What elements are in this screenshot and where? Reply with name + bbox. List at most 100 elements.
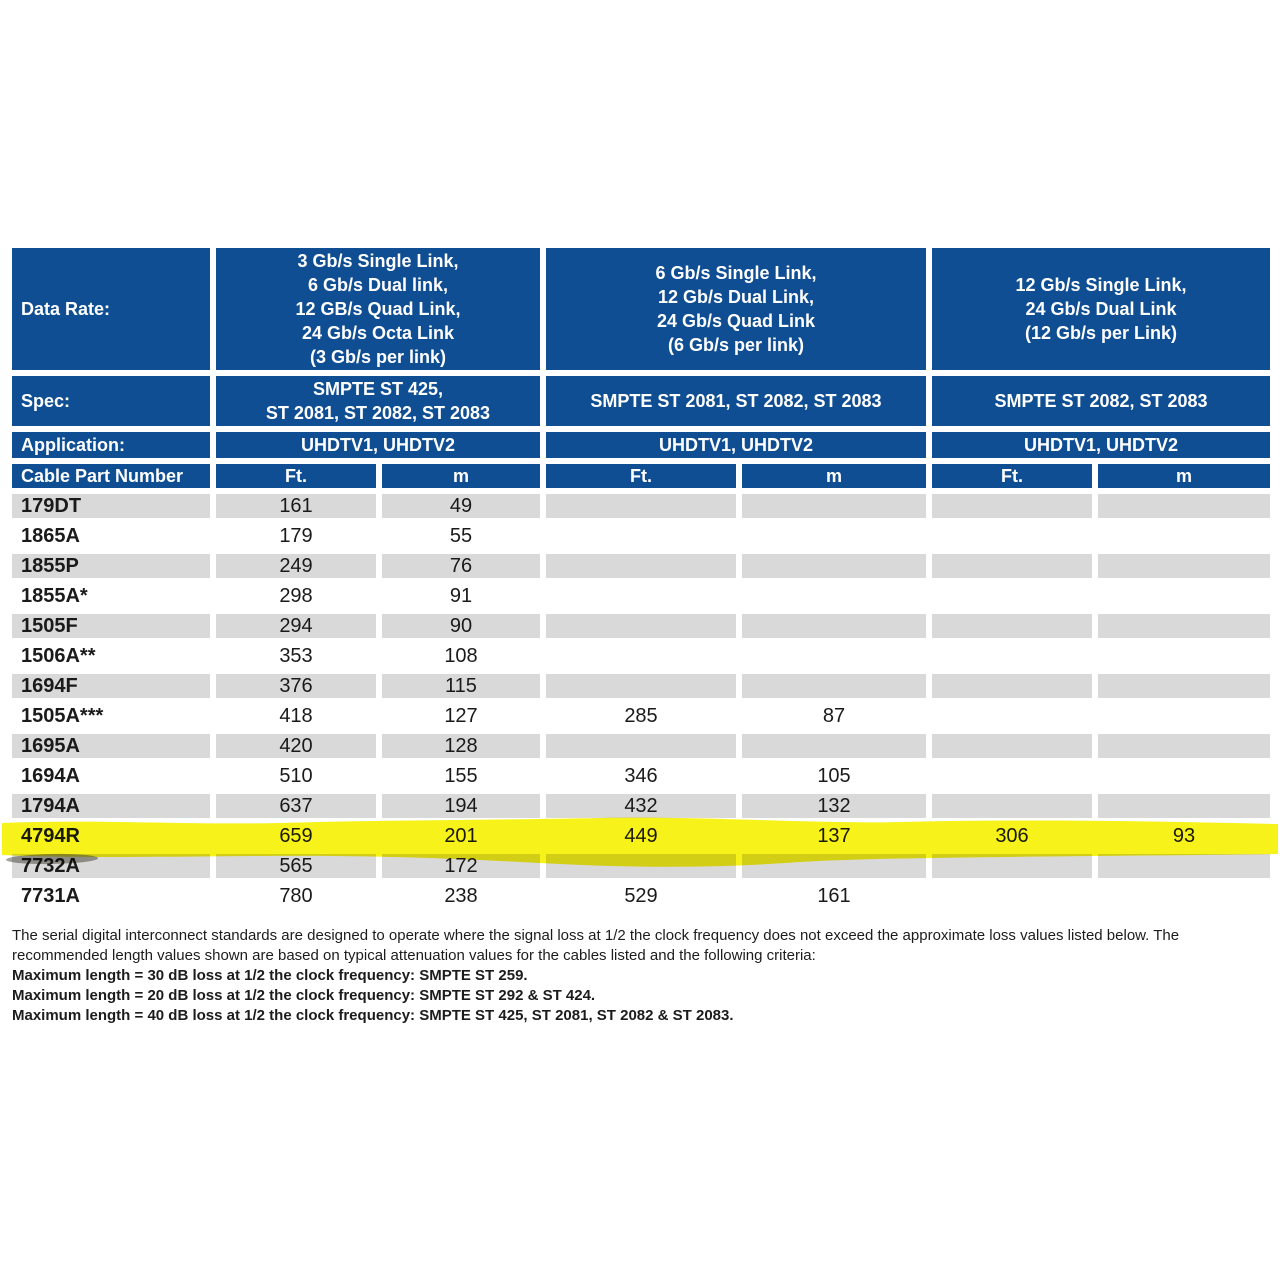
length-value-cell: [932, 704, 1092, 728]
cable-part-number-cell: 7731A: [21, 884, 80, 907]
length-value-cell: 91: [449, 584, 473, 607]
length-value-cell: 161: [817, 884, 851, 907]
m-header-6gbs: m: [742, 464, 926, 488]
cable-part-number-cell: 1694F: [12, 674, 210, 698]
footnote-paragraph: The serial digital interconnect standard…: [12, 927, 1180, 964]
length-value-cell: 294: [216, 614, 376, 638]
footnotes: The serial digital interconnect standard…: [12, 926, 1260, 1026]
length-value-cell: [1098, 884, 1270, 908]
length-value-cell: [546, 644, 736, 668]
length-value-cell: [742, 734, 926, 758]
length-value-cell: [1098, 674, 1270, 698]
length-value-cell: [742, 644, 926, 668]
column-header-row: Cable Part Number Ft. m Ft. m Ft. m: [12, 464, 1270, 488]
criteria-line-30db: Maximum length = 30 dB loss at 1/2 the c…: [12, 967, 528, 984]
length-value-cell: 353: [279, 644, 313, 667]
length-value-cell: [1098, 704, 1270, 728]
spec-label: Spec:: [12, 376, 210, 426]
spec-group-6gbs: SMPTE ST 2081, ST 2082, ST 2083: [546, 376, 926, 426]
length-value-cell: 306: [995, 824, 1029, 847]
cable-part-number-cell: 1855A*: [21, 584, 88, 607]
length-value-cell: 637: [216, 794, 376, 818]
length-value-cell: 128: [382, 734, 540, 758]
length-value-cell: [742, 854, 926, 878]
criteria-line-20db: Maximum length = 20 dB loss at 1/2 the c…: [12, 987, 596, 1004]
length-value-cell: [932, 614, 1092, 638]
table-row: 1505F 294 90: [12, 614, 1270, 638]
length-value-cell: [1098, 794, 1270, 818]
length-value-cell: 565: [216, 854, 376, 878]
length-value-cell: [546, 674, 736, 698]
cable-part-number-cell: 1855P: [12, 554, 210, 578]
length-value-cell: [932, 794, 1092, 818]
data-rate-label: Data Rate:: [12, 248, 210, 370]
cable-part-number-cell: 1505F: [12, 614, 210, 638]
length-value-cell: 418: [279, 704, 313, 727]
cable-part-number-cell: 1694A: [21, 764, 80, 787]
spec-table: Data Rate: 3 Gb/s Single Link, 6 Gb/s Du…: [6, 242, 1276, 914]
table-row: 1865A 179 55: [12, 524, 1270, 548]
length-value-cell: 105: [817, 764, 851, 787]
length-value-cell: [546, 554, 736, 578]
m-header-3gbs: m: [382, 464, 540, 488]
length-value-cell: 298: [279, 584, 313, 607]
data-rate-group-12gbs: 12 Gb/s Single Link, 24 Gb/s Dual Link (…: [932, 248, 1270, 370]
length-value-cell: 420: [216, 734, 376, 758]
length-value-cell: 76: [382, 554, 540, 578]
ft-header-12gbs: Ft.: [932, 464, 1092, 488]
length-value-cell: [1098, 584, 1270, 608]
length-value-cell: [742, 584, 926, 608]
length-value-cell: 172: [382, 854, 540, 878]
length-value-cell: [932, 884, 1092, 908]
length-value-cell: 285: [624, 704, 658, 727]
length-value-cell: [546, 734, 736, 758]
length-value-cell: [742, 554, 926, 578]
length-value-cell: 87: [822, 704, 846, 727]
length-value-cell: [932, 644, 1092, 668]
length-value-cell: 108: [444, 644, 478, 667]
length-value-cell: [742, 674, 926, 698]
length-value-cell: 249: [216, 554, 376, 578]
length-value-cell: 194: [382, 794, 540, 818]
cable-part-number-cell: 1505A***: [21, 704, 104, 727]
table-row: 1855A* 298 91: [12, 584, 1270, 608]
data-rate-group-6gbs: 6 Gb/s Single Link, 12 Gb/s Dual Link, 2…: [546, 248, 926, 370]
table-row: 1694F 376 115: [12, 674, 1270, 698]
length-value-cell: 376: [216, 674, 376, 698]
length-value-cell: [1098, 494, 1270, 518]
application-group-12gbs: UHDTV1, UHDTV2: [932, 432, 1270, 458]
length-value-cell: [742, 524, 926, 548]
length-value-cell: [546, 854, 736, 878]
length-value-cell: 93: [1172, 824, 1196, 847]
cable-part-number-cell: 4794R: [21, 824, 80, 847]
length-value-cell: 49: [382, 494, 540, 518]
length-value-cell: 529: [624, 884, 658, 907]
ft-header-3gbs: Ft.: [216, 464, 376, 488]
table-row: 1694A 510 155 346 105: [12, 764, 1270, 788]
length-value-cell: [742, 494, 926, 518]
length-value-cell: 161: [216, 494, 376, 518]
table-body: 179DT 161 49 1865A 179 55 1855P 249 76 1855A* 298 9…: [12, 494, 1270, 908]
length-value-cell: 510: [279, 764, 313, 787]
table-row-highlighted: 4794R 659 201 449 137 306 93: [12, 824, 1270, 848]
length-value-cell: 132: [742, 794, 926, 818]
length-value-cell: 55: [449, 524, 473, 547]
table-row: 7731A 780 238 529 161: [12, 884, 1270, 908]
table-row: 1505A*** 418 127 285 87: [12, 704, 1270, 728]
length-value-cell: 115: [382, 674, 540, 698]
length-value-cell: [932, 554, 1092, 578]
length-value-cell: [1098, 764, 1270, 788]
length-value-cell: 137: [817, 824, 851, 847]
table-row: 7732A 565 172: [12, 854, 1270, 878]
spec-group-12gbs: SMPTE ST 2082, ST 2083: [932, 376, 1270, 426]
length-value-cell: 179: [279, 524, 313, 547]
length-value-cell: [1098, 734, 1270, 758]
length-value-cell: [932, 524, 1092, 548]
length-value-cell: [1098, 554, 1270, 578]
application-group-6gbs: UHDTV1, UHDTV2: [546, 432, 926, 458]
length-value-cell: 432: [546, 794, 736, 818]
length-value-cell: [932, 764, 1092, 788]
length-value-cell: [546, 614, 736, 638]
part-number-header: Cable Part Number: [12, 464, 210, 488]
cable-part-number-cell: 1794A: [12, 794, 210, 818]
